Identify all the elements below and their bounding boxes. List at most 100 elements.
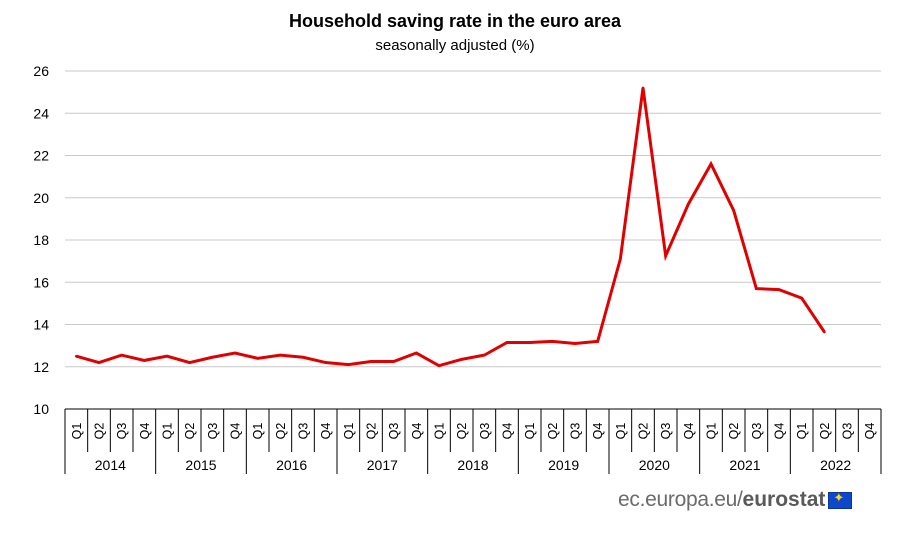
y-tick-label: 18 <box>33 232 49 248</box>
data-point <box>347 363 350 366</box>
data-point <box>551 340 554 343</box>
year-label: 2017 <box>367 457 398 473</box>
chart-subtitle: seasonally adjusted (%) <box>375 37 534 54</box>
quarter-tick-label: Q2 <box>93 423 107 440</box>
data-point <box>755 287 758 290</box>
data-point <box>143 359 146 362</box>
quarter-tick-label: Q4 <box>410 423 424 440</box>
quarter-tick-label: Q1 <box>70 423 84 440</box>
data-point <box>279 353 282 357</box>
quarter-tick-label: Q4 <box>229 423 243 440</box>
data-point <box>301 355 305 359</box>
quarter-tick-label: Q2 <box>455 423 469 440</box>
series-line <box>75 87 826 368</box>
year-label: 2020 <box>639 457 670 473</box>
quarter-tick-label: Q2 <box>637 423 651 440</box>
year-label: 2022 <box>820 457 851 473</box>
data-point <box>732 209 735 212</box>
quarter-tick-label: Q2 <box>727 423 741 440</box>
year-label: 2016 <box>276 457 307 473</box>
year-label: 2015 <box>185 457 216 473</box>
quarter-tick-label: Q2 <box>274 423 288 440</box>
data-point <box>573 342 577 345</box>
quarter-tick-label: Q3 <box>115 423 129 440</box>
quarter-tick-label: Q4 <box>682 423 696 440</box>
quarter-tick-label: Q1 <box>795 423 809 440</box>
quarter-tick-label: Q3 <box>659 423 673 440</box>
eu-flag-icon <box>828 490 853 509</box>
data-point <box>641 86 645 90</box>
quarter-tick-label: Q4 <box>591 423 605 440</box>
quarter-tick-label: Q4 <box>138 423 152 440</box>
quarter-tick-label: Q1 <box>614 423 628 440</box>
year-label: 2014 <box>95 457 126 473</box>
y-tick-label: 20 <box>33 190 49 206</box>
quarter-tick-label: Q1 <box>433 423 447 440</box>
data-point <box>415 351 418 355</box>
quarter-tick-label: Q1 <box>523 423 537 440</box>
x-axis: Q1 Q2 Q3 Q4 Q1 Q2 Q3 Q4 Q1 Q2 Q3 Q4 Q1 Q2 Q3 Q4 Q1 Q2 Q3 Q4… <box>64 408 882 474</box>
quarter-tick-label: Q2 <box>818 423 832 440</box>
data-point <box>460 358 463 361</box>
data-point <box>800 296 803 300</box>
quarter-tick-label: Q3 <box>297 423 311 440</box>
data-point <box>437 364 441 367</box>
quarter-tick-label: Q2 <box>365 423 379 440</box>
y-tick-label: 14 <box>33 317 49 333</box>
data-point <box>369 360 373 363</box>
data-point <box>596 340 599 343</box>
data-point <box>483 353 486 357</box>
eurostat-branding: ec.europa.eu/eurostat <box>618 488 853 512</box>
data-point <box>392 360 395 363</box>
series-layer <box>75 86 826 368</box>
data-point <box>823 330 826 334</box>
quarter-tick-label: Q2 <box>546 423 560 440</box>
y-tick-label: 26 <box>33 63 49 79</box>
quarter-tick-label: Q4 <box>501 423 515 440</box>
data-point <box>777 288 781 291</box>
quarter-tick-label: Q3 <box>569 423 583 440</box>
data-point <box>687 202 690 206</box>
data-point <box>664 254 667 258</box>
year-label: 2021 <box>729 457 760 473</box>
quarter-tick-label: Q3 <box>478 423 492 440</box>
quarter-tick-label: Q4 <box>863 423 877 440</box>
data-point <box>75 354 78 358</box>
quarter-tick-label: Q1 <box>161 423 175 440</box>
quarter-tick-label: Q1 <box>251 423 265 440</box>
data-point <box>324 361 327 364</box>
data-point <box>528 341 531 344</box>
data-point <box>233 351 237 355</box>
y-axis: 10 12 14 16 18 20 22 24 26 <box>33 63 49 417</box>
data-point <box>256 357 259 360</box>
quarter-tick-label: Q3 <box>387 423 401 440</box>
y-tick-label: 22 <box>33 148 49 164</box>
data-point <box>97 361 101 364</box>
data-point <box>211 355 214 359</box>
quarter-tick-label: Q2 <box>183 423 197 440</box>
data-point <box>188 361 191 364</box>
year-label: 2019 <box>548 457 579 473</box>
data-point <box>505 341 509 344</box>
y-tick-label: 16 <box>33 274 49 290</box>
quarter-tick-label: Q1 <box>342 423 356 440</box>
branding-name: eurostat <box>742 488 826 511</box>
quarter-tick-label: Q4 <box>773 423 787 440</box>
data-point <box>165 354 169 358</box>
quarter-tick-label: Q3 <box>841 423 855 440</box>
y-tick-label: 10 <box>33 401 49 417</box>
gridlines <box>65 70 881 368</box>
y-tick-label: 12 <box>33 359 49 375</box>
branding-url: ec.europa.eu/ <box>618 488 743 511</box>
y-tick-label: 24 <box>33 105 49 121</box>
quarter-tick-label: Q1 <box>705 423 719 440</box>
quarter-tick-label: Q3 <box>206 423 220 440</box>
chart-title: Household saving rate in the euro area <box>289 11 622 31</box>
data-point <box>709 162 713 166</box>
data-point <box>120 353 123 357</box>
quarter-tick-label: Q4 <box>319 423 333 440</box>
quarter-tick-label: Q3 <box>750 423 764 440</box>
data-point <box>619 257 622 261</box>
year-label: 2018 <box>457 457 488 473</box>
